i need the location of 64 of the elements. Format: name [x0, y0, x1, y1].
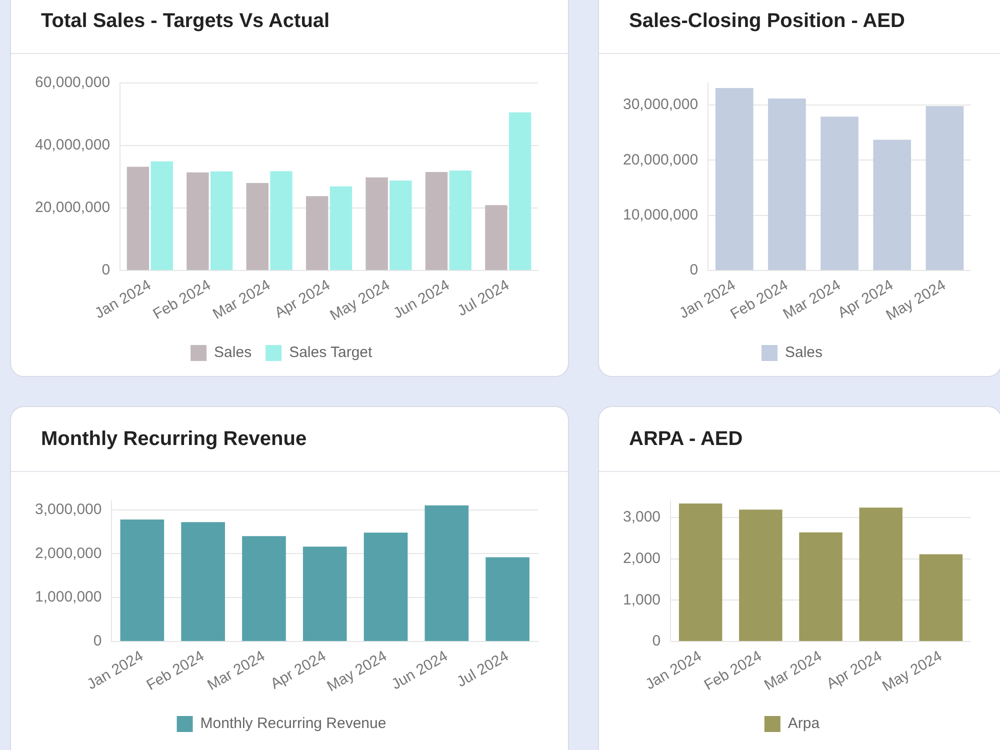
- bar: [390, 180, 412, 270]
- y-tick-label: 3,000: [622, 508, 661, 526]
- y-tick-label: 2,000: [622, 550, 661, 567]
- y-tick-label: 0: [102, 262, 110, 279]
- legend-label: Sales Target: [289, 344, 374, 362]
- chart-title: Sales-Closing Position - AED: [599, 0, 1000, 54]
- y-tick-label: 20,000,000: [34, 199, 110, 216]
- bar: [715, 88, 754, 270]
- x-tick-label: Jun 2024: [388, 648, 451, 694]
- bar: [150, 161, 173, 270]
- legend-label: Monthly Recurring Revenue: [200, 715, 386, 732]
- bar: [859, 508, 902, 641]
- bar: [919, 554, 963, 641]
- x-tick-label: Jun 2024: [390, 276, 453, 322]
- x-tick-label: Mar 2024: [204, 648, 268, 694]
- bar: [270, 171, 292, 270]
- chart-title: Monthly Recurring Revenue: [11, 407, 568, 472]
- x-tick-label: Jan 2024: [84, 648, 146, 694]
- bar: [242, 536, 286, 641]
- bar: [799, 532, 842, 641]
- bar: [246, 182, 268, 270]
- x-tick-label: Feb 2024: [144, 648, 208, 694]
- y-tick-label: 0: [93, 632, 102, 650]
- y-tick-label: 2,000,000: [34, 544, 102, 562]
- y-tick-label: 1,000: [622, 591, 661, 608]
- bar: [181, 522, 225, 641]
- bar: [210, 171, 233, 270]
- chart-title: Total Sales - Targets Vs Actual: [11, 0, 568, 54]
- bar: [768, 98, 806, 270]
- y-tick-label: 0: [652, 632, 661, 650]
- bar: [508, 112, 532, 270]
- bar: [926, 106, 964, 270]
- bar: [485, 205, 508, 270]
- bar: [126, 166, 150, 270]
- x-tick-label: Jul 2024: [454, 648, 512, 691]
- legend-label: Arpa: [788, 715, 820, 732]
- y-tick-label: 1,000,000: [34, 588, 102, 606]
- bar: [678, 503, 722, 641]
- chart-title: ARPA - AED: [599, 407, 1000, 472]
- y-tick-label: 40,000,000: [34, 136, 110, 154]
- y-tick-label: 30,000,000: [622, 96, 698, 114]
- bar: [366, 177, 388, 270]
- bar: [302, 546, 347, 641]
- bar: [364, 532, 408, 641]
- legend-label: Sales: [214, 344, 252, 362]
- bar: [425, 172, 448, 270]
- bar: [449, 170, 472, 270]
- y-tick-label: 20,000,000: [622, 151, 698, 168]
- legend-label: Sales: [784, 344, 823, 362]
- bar: [120, 519, 164, 641]
- bar: [739, 510, 782, 641]
- y-tick-label: 10,000,000: [622, 206, 698, 224]
- x-tick-label: Jul 2024: [454, 276, 512, 320]
- bar: [820, 116, 858, 270]
- x-tick-label: May 2024: [324, 648, 390, 696]
- bar: [330, 186, 352, 270]
- bar: [486, 557, 530, 641]
- y-tick-label: 3,000,000: [34, 500, 102, 518]
- bar: [873, 140, 912, 270]
- bar: [306, 196, 328, 270]
- y-tick-label: 60,000,000: [34, 74, 110, 92]
- y-tick-label: 0: [690, 262, 698, 279]
- bar: [186, 172, 209, 270]
- bar: [424, 505, 469, 641]
